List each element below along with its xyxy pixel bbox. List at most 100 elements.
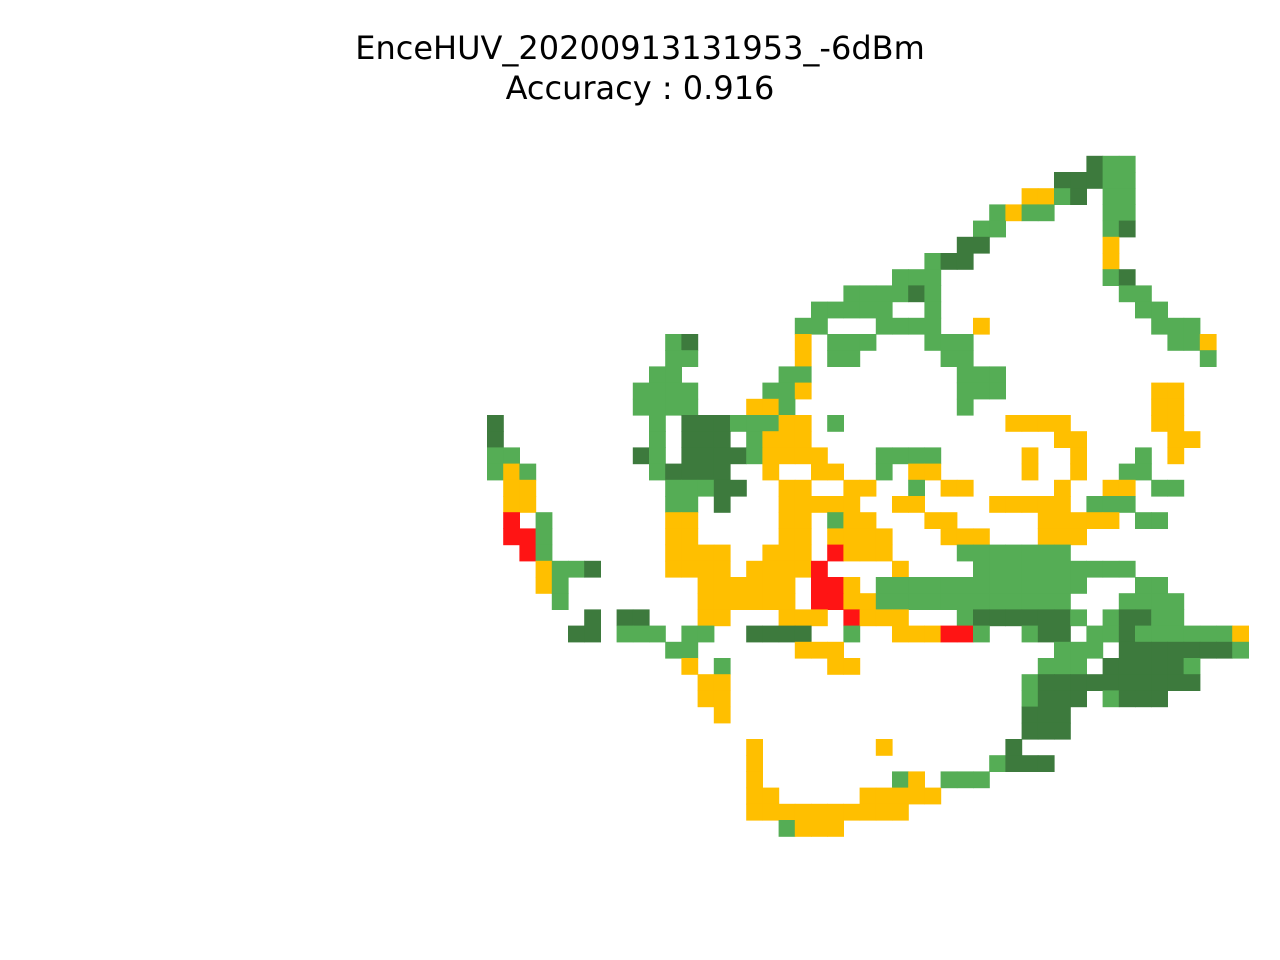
heatmap-cell	[875, 301, 893, 319]
heatmap-cell	[989, 577, 1006, 594]
heatmap-cell	[1102, 690, 1120, 708]
heatmap-cell	[697, 674, 715, 691]
heatmap-cell	[778, 447, 796, 465]
heatmap-cell	[973, 560, 990, 578]
heatmap-cell	[1135, 658, 1152, 675]
heatmap-cell	[681, 560, 699, 578]
heatmap-cell	[778, 593, 796, 610]
heatmap-cell	[1118, 658, 1136, 675]
heatmap-cell	[1054, 528, 1071, 546]
heatmap-cell	[1054, 496, 1071, 513]
heatmap-cell	[1037, 496, 1055, 513]
heatmap-cell	[924, 447, 942, 465]
heatmap-cell	[989, 544, 1006, 562]
heatmap-cell	[1167, 641, 1185, 659]
heatmap-cell	[956, 577, 974, 594]
heatmap-cell	[843, 593, 861, 610]
heatmap-cell	[584, 609, 601, 627]
heatmap-cell	[778, 398, 796, 416]
heatmap-cell	[1054, 674, 1071, 691]
heatmap-cell	[859, 787, 877, 805]
heatmap-cell	[1070, 674, 1087, 691]
heatmap-cell	[1054, 658, 1071, 675]
heatmap-cell	[859, 512, 877, 529]
heatmap-cell	[730, 479, 747, 497]
heatmap-cell	[1021, 706, 1039, 724]
heatmap-cell	[584, 560, 601, 578]
heatmap-cell	[503, 463, 520, 481]
heatmap-cell	[956, 366, 974, 384]
heatmap-cell	[1005, 415, 1023, 432]
heatmap-cell	[892, 285, 909, 303]
heatmap-cell	[956, 382, 974, 400]
heatmap-cell	[778, 820, 796, 837]
heatmap-cell	[762, 431, 780, 448]
heatmap-cell	[665, 479, 682, 497]
heatmap-cell	[681, 512, 699, 529]
heatmap-cell	[811, 803, 828, 821]
heatmap-cell	[1021, 463, 1039, 481]
heatmap-cell	[875, 544, 893, 562]
heatmap-cell	[1070, 431, 1087, 448]
heatmap-cell	[1167, 398, 1185, 416]
heatmap-cell	[1151, 625, 1168, 643]
heatmap-cell	[794, 609, 812, 627]
heatmap-cell	[649, 447, 666, 465]
heatmap-cell	[924, 317, 942, 335]
heatmap-cell	[730, 577, 747, 594]
heatmap-cell	[956, 544, 974, 562]
heatmap-cell	[794, 350, 812, 367]
heatmap-cell	[762, 625, 780, 643]
heatmap-cell	[908, 577, 925, 594]
heatmap-cell	[794, 334, 812, 351]
heatmap-cell	[989, 496, 1006, 513]
heatmap-cell	[519, 479, 537, 497]
heatmap-cell	[568, 625, 585, 643]
heatmap-cell	[1054, 544, 1071, 562]
heatmap-cell	[503, 528, 520, 546]
heatmap-cell	[1054, 625, 1071, 643]
heatmap-cell	[681, 447, 699, 465]
heatmap-cell	[1151, 415, 1168, 432]
heatmap-cell	[1102, 220, 1120, 238]
heatmap-cell	[746, 431, 763, 448]
heatmap-cell	[713, 479, 731, 497]
heatmap-cell	[665, 382, 682, 400]
heatmap-cell	[892, 609, 909, 627]
heatmap-cell	[1102, 496, 1120, 513]
heatmap-cell	[875, 285, 893, 303]
heatmap-cell	[956, 609, 974, 627]
heatmap-cell	[843, 625, 861, 643]
heatmap-cell	[1135, 625, 1152, 643]
heatmap-cell	[1037, 593, 1055, 610]
heatmap-cell	[859, 334, 877, 351]
heatmap-cell	[1167, 317, 1185, 335]
heatmap-cell	[973, 593, 990, 610]
heatmap-cell	[908, 593, 925, 610]
chart-title-block: EnceHUV_20200913131953_-6dBm Accuracy : …	[0, 28, 1280, 108]
heatmap-cell	[697, 447, 715, 465]
heatmap-cell	[924, 253, 942, 270]
heatmap-cell	[1054, 560, 1071, 578]
heatmap-cell	[1167, 658, 1185, 675]
heatmap-cell	[697, 431, 715, 448]
heatmap-cell	[1102, 269, 1120, 286]
heatmap-cell	[649, 398, 666, 416]
heatmap-cell	[1070, 528, 1087, 546]
heatmap-cell	[827, 820, 844, 837]
heatmap-cell	[811, 463, 828, 481]
heatmap-cell	[778, 512, 796, 529]
heatmap-cell	[973, 609, 990, 627]
heatmap-cell	[649, 415, 666, 432]
heatmap-cell	[487, 431, 504, 448]
heatmap-cell	[892, 496, 909, 513]
heatmap-cell	[762, 593, 780, 610]
heatmap-cell	[940, 350, 958, 367]
heatmap-cell	[956, 479, 974, 497]
heatmap-cell	[503, 479, 520, 497]
heatmap-cell	[665, 496, 682, 513]
heatmap-cell	[681, 479, 699, 497]
heatmap-cell	[713, 560, 731, 578]
heatmap-cell	[1167, 625, 1185, 643]
heatmap-cell	[697, 544, 715, 562]
